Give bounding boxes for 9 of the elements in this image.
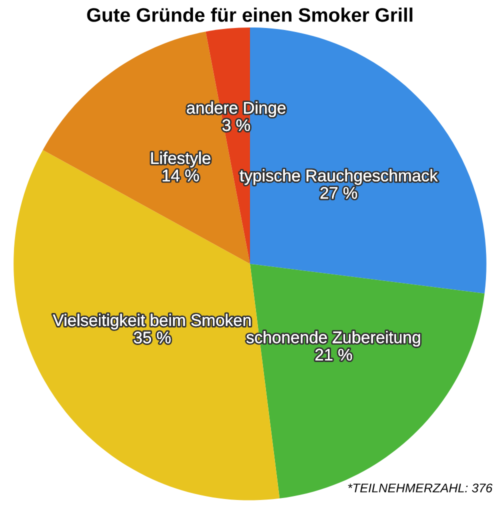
data-label: 14 % xyxy=(162,170,199,182)
data-label: 27 % xyxy=(320,187,358,199)
chart-title: Gute Gründe für einen Smoker Grill xyxy=(87,8,412,22)
data-label: 21 % xyxy=(315,348,352,361)
data-label: 3 % xyxy=(222,119,250,132)
text: *TEILNEHMERZAHL: 376 xyxy=(348,484,492,492)
slice-label: Lifestyle xyxy=(151,152,210,168)
slice-label: Vielseitigkeit beim Smoken xyxy=(52,314,251,330)
data-label: 35 % xyxy=(134,332,171,344)
